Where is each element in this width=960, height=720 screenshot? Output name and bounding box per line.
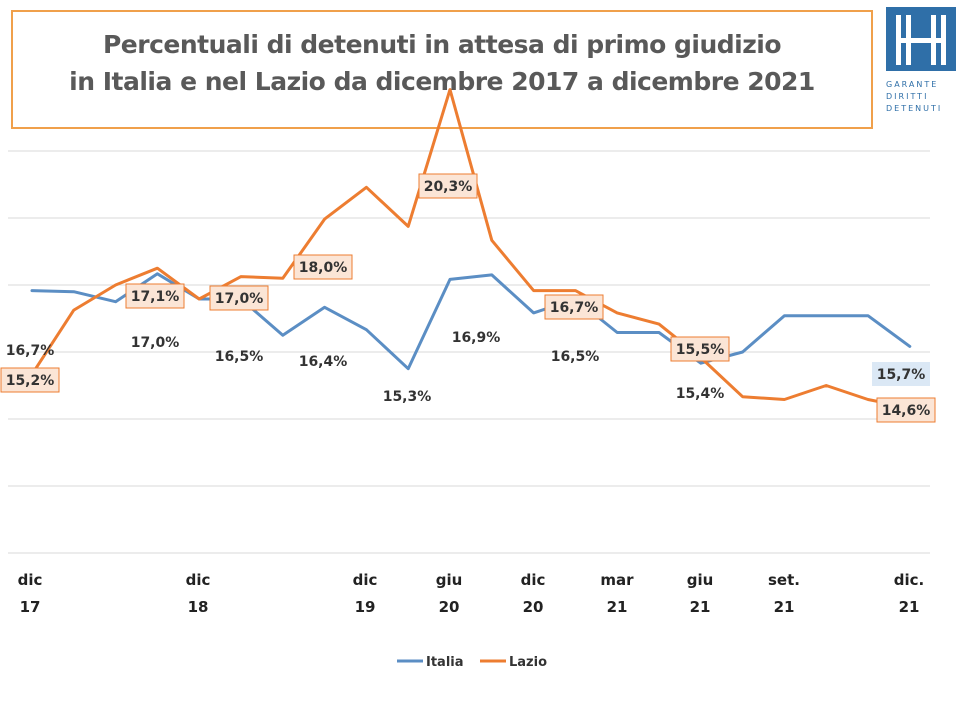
x-tick-label: dic. 21 bbox=[894, 571, 924, 616]
x-tick-line-2: 21 bbox=[774, 598, 795, 616]
x-tick-label: dic 19 bbox=[353, 571, 378, 616]
data-label-box bbox=[0, 367, 60, 393]
data-label-text: 16,9% bbox=[452, 330, 501, 346]
x-tick-line-2: 21 bbox=[899, 598, 920, 616]
data-label-text: 16,5% bbox=[551, 349, 600, 365]
x-tick-line-2: 19 bbox=[355, 598, 376, 616]
data-label-lazio: 17,0% bbox=[209, 285, 269, 311]
data-labels: 16,7% 17,0% 16,5% 16,4% 15,3% 16,9% 16,5% 15,4%… bbox=[0, 173, 936, 423]
legend-label: Lazio bbox=[509, 655, 547, 670]
x-tick-line-1: dic bbox=[18, 571, 43, 589]
legend-item-lazio: Lazio bbox=[480, 655, 547, 670]
x-tick-line-1: dic bbox=[353, 571, 378, 589]
garante-logo: GARANTE DIRITTI DETENUTI bbox=[882, 5, 960, 115]
data-label-box bbox=[876, 397, 936, 423]
data-label-text: 15,4% bbox=[676, 386, 725, 402]
data-label-text: 14,6% bbox=[882, 403, 931, 419]
logo-text-line-2: DIRITTI bbox=[886, 92, 928, 101]
data-label-lazio: 15,2% bbox=[0, 367, 60, 393]
data-label-text: 20,3% bbox=[424, 179, 473, 195]
data-label-italia: 16,5% bbox=[215, 349, 264, 365]
data-label-italia: 16,9% bbox=[452, 330, 501, 346]
data-label-text: 15,3% bbox=[383, 389, 432, 405]
series-line-lazio bbox=[30, 88, 912, 410]
series-lines bbox=[30, 88, 912, 410]
data-label-italia: 15,3% bbox=[383, 389, 432, 405]
x-axis-tick-labels: dic 17 dic 18 dic 19 giu 20 dic 20 mar 21 giu 21 set. 2… bbox=[18, 571, 925, 616]
data-label-box bbox=[418, 173, 478, 199]
grid-lines bbox=[8, 150, 930, 554]
x-tick-label: dic 18 bbox=[186, 571, 211, 616]
data-label-lazio: 15,5% bbox=[670, 336, 730, 362]
data-label-text: 15,2% bbox=[6, 373, 55, 389]
x-tick-label: giu 20 bbox=[436, 571, 463, 616]
data-label-text: 16,5% bbox=[215, 349, 264, 365]
chart-title-line-1: Percentuali di detenuti in attesa di pri… bbox=[102, 30, 782, 59]
data-label-text: 17,0% bbox=[215, 291, 264, 307]
x-tick-line-1: dic. bbox=[894, 571, 924, 589]
data-label-text: 15,5% bbox=[676, 342, 725, 358]
data-label-text: 17,0% bbox=[131, 335, 180, 351]
data-label-text: 17,1% bbox=[131, 289, 180, 305]
data-label-text: 16,7% bbox=[6, 343, 55, 359]
chart-title-box: Percentuali di detenuti in attesa di pri… bbox=[11, 10, 873, 129]
data-label-box bbox=[872, 362, 930, 386]
x-tick-label: dic 17 bbox=[18, 571, 43, 616]
data-label-box bbox=[544, 294, 604, 320]
chart-legend: Italia Lazio bbox=[397, 655, 547, 670]
data-label-italia: 16,4% bbox=[299, 354, 348, 370]
legend-item-italia: Italia bbox=[397, 655, 464, 670]
data-label-lazio: 20,3% bbox=[418, 173, 478, 199]
data-label-lazio: 17,1% bbox=[125, 283, 185, 309]
data-label-text: 16,4% bbox=[299, 354, 348, 370]
data-label-box bbox=[293, 254, 353, 280]
x-tick-line-1: giu bbox=[687, 571, 714, 589]
data-label-box bbox=[209, 285, 269, 311]
data-label-text: 16,7% bbox=[550, 300, 599, 316]
data-label-text: 18,0% bbox=[299, 260, 348, 276]
x-tick-line-1: dic bbox=[521, 571, 546, 589]
data-label-lazio: 18,0% bbox=[293, 254, 353, 280]
x-tick-line-2: 18 bbox=[188, 598, 209, 616]
x-tick-line-2: 21 bbox=[690, 598, 711, 616]
data-label-italia: 17,0% bbox=[131, 335, 180, 351]
x-tick-line-2: 21 bbox=[607, 598, 628, 616]
data-label-lazio: 16,7% bbox=[544, 294, 604, 320]
x-tick-label: dic 20 bbox=[521, 571, 546, 616]
legend-label: Italia bbox=[426, 655, 464, 670]
garante-logo-mark: GARANTE DIRITTI DETENUTI bbox=[886, 7, 956, 113]
x-tick-line-2: 20 bbox=[523, 598, 544, 616]
data-label-italia: 15,4% bbox=[676, 386, 725, 402]
x-tick-label: giu 21 bbox=[687, 571, 714, 616]
x-tick-label: mar 21 bbox=[600, 571, 634, 616]
chart-title-line-2: in Italia e nel Lazio da dicembre 2017 a… bbox=[69, 67, 815, 96]
logo-text-line-3: DETENUTI bbox=[886, 104, 942, 113]
x-tick-line-1: mar bbox=[600, 571, 634, 589]
x-tick-label: set. 21 bbox=[768, 571, 800, 616]
x-tick-line-2: 20 bbox=[439, 598, 460, 616]
data-label-italia: 16,5% bbox=[551, 349, 600, 365]
data-label-text: 15,7% bbox=[877, 367, 926, 383]
x-tick-line-2: 17 bbox=[20, 598, 41, 616]
x-tick-line-1: set. bbox=[768, 571, 800, 589]
x-tick-line-1: dic bbox=[186, 571, 211, 589]
data-label-italia: 15,7% bbox=[872, 362, 930, 386]
data-label-box bbox=[670, 336, 730, 362]
logo-text-line-1: GARANTE bbox=[886, 80, 938, 89]
data-label-lazio: 14,6% bbox=[876, 397, 936, 423]
data-label-box bbox=[125, 283, 185, 309]
data-label-italia: 16,7% bbox=[6, 343, 55, 359]
x-tick-line-1: giu bbox=[436, 571, 463, 589]
